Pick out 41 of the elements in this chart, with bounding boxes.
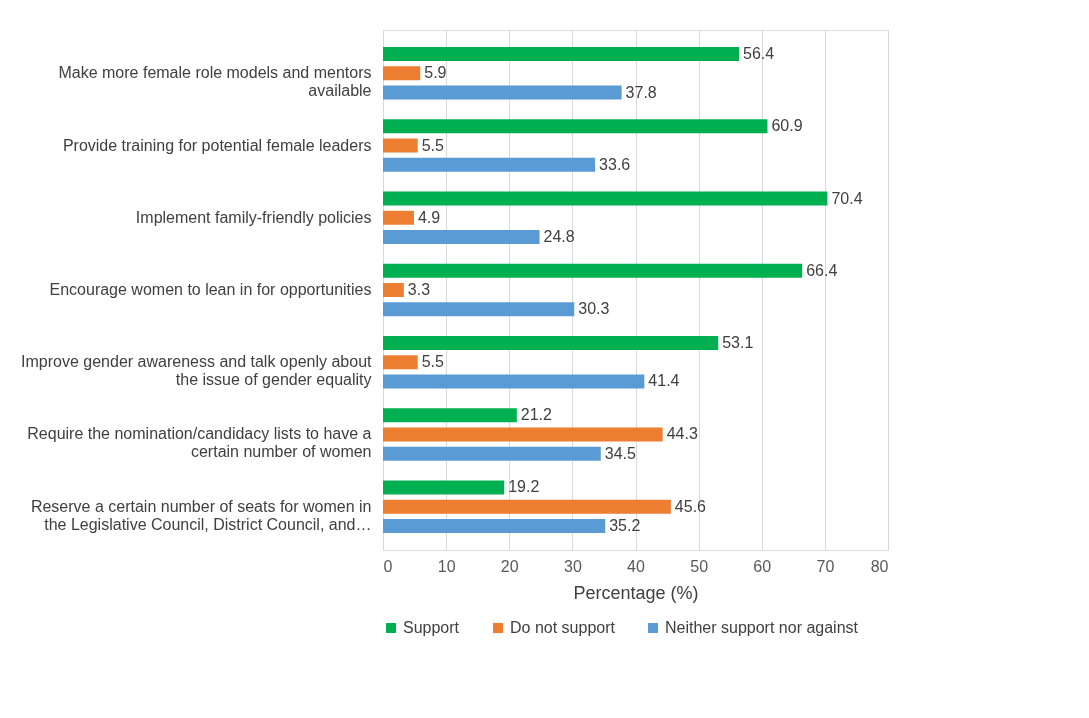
data-label: 19.2: [508, 478, 540, 496]
y-tick-label: Implement family-friendly policies: [135, 208, 372, 226]
legend-label: Support: [403, 619, 460, 636]
x-tick-label: 40: [627, 557, 645, 575]
x-tick-label: 0: [383, 557, 393, 575]
data-label: 44.3: [666, 425, 698, 443]
legend-label: Neither support nor against: [665, 619, 859, 636]
data-label: 70.4: [831, 189, 863, 207]
x-tick-label: 50: [690, 557, 709, 575]
data-label: 41.4: [648, 372, 680, 390]
data-label: 24.8: [543, 228, 575, 246]
y-tick-label: Encourage women to lean in for opportunities: [49, 281, 372, 298]
data-label: 5.9: [424, 64, 447, 82]
x-tick-label: 30: [563, 557, 582, 575]
x-tick-label: 10: [437, 557, 456, 575]
y-tick-label: Require the nomination/candidacy lists to have a certain number of women: [27, 425, 372, 461]
data-label: 21.2: [520, 406, 553, 424]
data-label: 5.5: [421, 353, 445, 371]
data-label: 56.4: [743, 45, 775, 63]
data-label: 5.5: [421, 136, 445, 154]
data-label: 53.1: [722, 333, 754, 351]
data-label: 3.3: [407, 281, 431, 298]
y-tick-label: Make more female role models and mentors available: [58, 64, 372, 100]
x-tick-label: 60: [753, 557, 772, 575]
data-label: 66.4: [806, 261, 838, 279]
y-tick-label: Improve gender awareness and talk openly about the issue of gender equality: [21, 353, 373, 389]
data-label: 4.9: [417, 208, 441, 226]
data-label: 30.3: [578, 300, 610, 318]
data-label: 60.9: [771, 117, 803, 135]
x-tick-label: 20: [500, 557, 519, 575]
data-label: 34.5: [604, 444, 637, 462]
x-tick-label: 80: [870, 557, 889, 575]
x-axis-title: Percentage (%): [573, 582, 699, 603]
x-tick-label: 70: [816, 557, 835, 575]
data-label: 37.8: [625, 83, 657, 101]
legend-label: Do not support: [510, 619, 616, 636]
y-tick-label: Provide training for potential female leaders: [62, 136, 372, 154]
data-label: 35.2: [609, 516, 641, 534]
data-label: 45.6: [674, 497, 707, 515]
y-tick-label: Reserve a certain number of seats for women in the Legislative Council, District Council, and…: [30, 497, 372, 533]
data-label: 33.6: [599, 155, 631, 173]
